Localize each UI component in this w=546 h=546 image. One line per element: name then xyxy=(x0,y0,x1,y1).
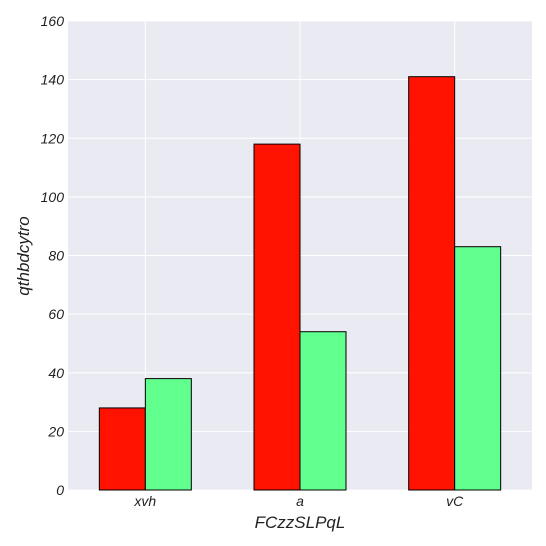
y-tick-label: 60 xyxy=(48,306,64,322)
x-tick-label: a xyxy=(296,493,304,509)
y-tick-label: 20 xyxy=(47,423,64,439)
y-tick-labels: 0 20 40 60 80 100 120 140 160 xyxy=(41,13,65,498)
y-axis-label: qthbdcytro xyxy=(14,216,33,295)
y-tick-label: 160 xyxy=(41,13,65,29)
x-tick-labels: xvh a vC xyxy=(133,493,464,509)
bars xyxy=(98,76,502,491)
y-tick-label: 80 xyxy=(48,248,64,264)
y-tick-label: 0 xyxy=(56,482,64,498)
bar-xvh-series-2 xyxy=(144,378,192,491)
y-tick-label: 100 xyxy=(41,189,65,205)
y-tick-label: 40 xyxy=(48,365,64,381)
x-tick-label: vC xyxy=(446,493,464,509)
y-tick-label: 120 xyxy=(41,130,65,146)
bar-a-series-2 xyxy=(299,331,347,491)
bar-a-series-1 xyxy=(253,143,301,491)
x-axis-label: FCzzSLPqL xyxy=(255,513,346,532)
y-tick-label: 140 xyxy=(41,72,65,88)
x-tick-label: xvh xyxy=(133,493,156,509)
bar-vC-series-2 xyxy=(454,246,502,491)
bar-xvh-series-1 xyxy=(98,407,146,491)
bar-vC-series-1 xyxy=(408,76,456,491)
